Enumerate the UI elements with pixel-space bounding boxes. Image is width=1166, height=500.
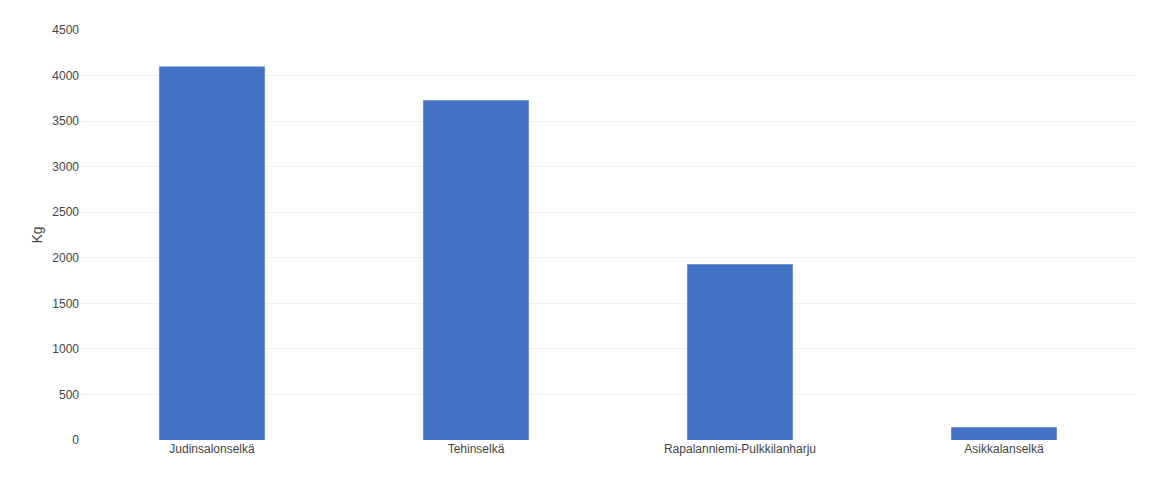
svg-text:Kg: Kg <box>29 226 45 243</box>
svg-text:1500: 1500 <box>52 297 79 311</box>
svg-text:3000: 3000 <box>52 160 79 174</box>
svg-text:1000: 1000 <box>52 342 79 356</box>
svg-text:Judinsalonselkä: Judinsalonselkä <box>169 442 255 456</box>
svg-text:0: 0 <box>72 433 79 447</box>
svg-text:3500: 3500 <box>52 114 79 128</box>
svg-text:Rapalanniemi-Pulkkilanharju: Rapalanniemi-Pulkkilanharju <box>664 442 816 456</box>
svg-text:Asikkalanselkä: Asikkalanselkä <box>964 442 1044 456</box>
svg-text:2500: 2500 <box>52 205 79 219</box>
svg-text:2000: 2000 <box>52 251 79 265</box>
svg-text:500: 500 <box>59 388 79 402</box>
svg-text:Tehinselkä: Tehinselkä <box>448 442 505 456</box>
svg-text:4500: 4500 <box>52 23 79 37</box>
svg-text:4000: 4000 <box>52 69 79 83</box>
